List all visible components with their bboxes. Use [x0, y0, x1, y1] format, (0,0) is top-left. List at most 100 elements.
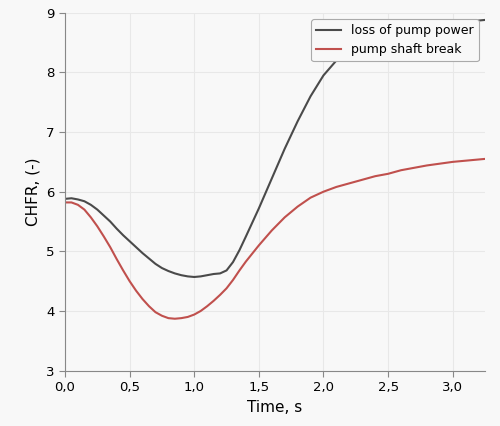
loss of pump power [62, 196, 68, 201]
loss of pump power [320, 73, 326, 78]
loss of pump power [217, 271, 223, 276]
pump shaft break [334, 184, 340, 190]
pump shaft break [82, 207, 87, 212]
pump shaft break [146, 304, 152, 309]
pump shaft break [476, 157, 482, 162]
pump shaft break [411, 165, 417, 170]
loss of pump power [243, 234, 249, 239]
loss of pump power [88, 202, 94, 207]
pump shaft break [372, 174, 378, 179]
pump shaft break [424, 163, 430, 168]
pump shaft break [198, 308, 203, 314]
loss of pump power [172, 271, 178, 276]
loss of pump power [185, 274, 191, 279]
loss of pump power [133, 245, 139, 250]
pump shaft break [133, 288, 139, 293]
pump shaft break [437, 161, 443, 166]
loss of pump power [191, 274, 197, 279]
loss of pump power [114, 226, 119, 231]
loss of pump power [282, 146, 288, 151]
pump shaft break [107, 245, 113, 250]
loss of pump power [462, 19, 468, 24]
pump shaft break [236, 268, 242, 273]
loss of pump power [437, 22, 443, 27]
pump shaft break [172, 316, 178, 321]
pump shaft break [140, 296, 145, 302]
pump shaft break [294, 204, 300, 209]
loss of pump power [294, 119, 300, 124]
pump shaft break [385, 171, 391, 176]
loss of pump power [204, 273, 210, 278]
pump shaft break [224, 286, 230, 291]
loss of pump power [482, 17, 488, 23]
pump shaft break [185, 314, 191, 320]
X-axis label: Time, s: Time, s [248, 400, 302, 414]
loss of pump power [346, 47, 352, 52]
loss of pump power [359, 40, 365, 45]
loss of pump power [152, 261, 158, 266]
loss of pump power [210, 271, 216, 276]
pump shaft break [398, 168, 404, 173]
pump shaft break [256, 243, 262, 248]
pump shaft break [243, 259, 249, 264]
pump shaft break [62, 200, 68, 205]
pump shaft break [126, 279, 132, 284]
loss of pump power [75, 197, 81, 202]
pump shaft break [101, 234, 107, 239]
loss of pump power [236, 248, 242, 253]
pump shaft break [210, 298, 216, 303]
loss of pump power [411, 26, 417, 31]
pump shaft break [230, 277, 236, 282]
loss of pump power [94, 207, 100, 212]
Legend: loss of pump power, pump shaft break: loss of pump power, pump shaft break [311, 19, 479, 61]
pump shaft break [120, 268, 126, 273]
loss of pump power [230, 259, 236, 265]
loss of pump power [178, 273, 184, 278]
pump shaft break [346, 181, 352, 186]
pump shaft break [191, 312, 197, 317]
pump shaft break [217, 292, 223, 297]
Line: loss of pump power: loss of pump power [65, 20, 485, 277]
pump shaft break [269, 228, 275, 233]
pump shaft break [359, 177, 365, 182]
pump shaft break [204, 304, 210, 309]
loss of pump power [224, 268, 230, 273]
loss of pump power [256, 206, 262, 211]
loss of pump power [140, 250, 145, 256]
loss of pump power [146, 256, 152, 261]
pump shaft break [308, 195, 314, 200]
Y-axis label: CHFR, (-): CHFR, (-) [26, 158, 40, 226]
pump shaft break [450, 159, 456, 164]
loss of pump power [385, 32, 391, 37]
Line: pump shaft break: pump shaft break [65, 159, 485, 319]
pump shaft break [178, 316, 184, 321]
pump shaft break [482, 156, 488, 161]
pump shaft break [75, 202, 81, 207]
pump shaft break [88, 215, 94, 220]
loss of pump power [269, 176, 275, 181]
pump shaft break [68, 200, 74, 205]
pump shaft break [114, 256, 119, 262]
loss of pump power [101, 213, 107, 218]
pump shaft break [152, 310, 158, 315]
loss of pump power [120, 233, 126, 238]
loss of pump power [159, 265, 165, 271]
loss of pump power [82, 199, 87, 204]
pump shaft break [320, 189, 326, 194]
loss of pump power [68, 196, 74, 201]
loss of pump power [126, 239, 132, 244]
pump shaft break [282, 215, 288, 220]
pump shaft break [462, 158, 468, 163]
pump shaft break [159, 313, 165, 318]
pump shaft break [166, 316, 172, 321]
loss of pump power [398, 28, 404, 33]
pump shaft break [94, 224, 100, 229]
loss of pump power [372, 35, 378, 40]
loss of pump power [308, 94, 314, 99]
loss of pump power [107, 219, 113, 224]
loss of pump power [334, 58, 340, 63]
loss of pump power [198, 274, 203, 279]
loss of pump power [424, 23, 430, 29]
loss of pump power [166, 268, 172, 273]
loss of pump power [450, 20, 456, 25]
